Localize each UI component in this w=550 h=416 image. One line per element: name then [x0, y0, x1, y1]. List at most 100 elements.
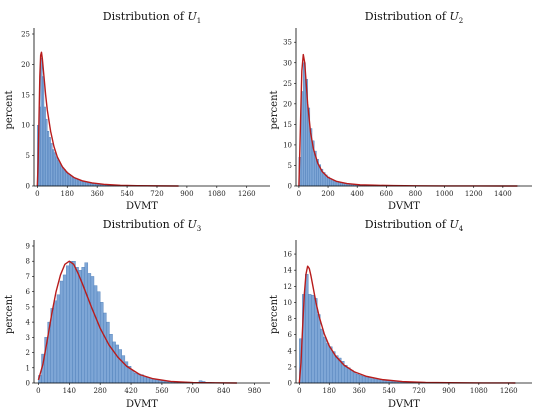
histogram-bar	[53, 300, 58, 384]
histogram-bar	[75, 267, 79, 384]
histogram-bar	[320, 328, 324, 384]
x-tick-label: 560	[155, 387, 168, 395]
histogram-bar	[121, 355, 126, 384]
histogram-bar	[58, 162, 61, 187]
x-tick-label: 360	[90, 190, 103, 198]
x-axis-label: DVMT	[126, 399, 158, 410]
y-tick-label: 6	[288, 331, 293, 339]
histogram-bar	[63, 169, 66, 187]
x-tick-label: 420	[124, 387, 137, 395]
x-axis-label: DVMT	[388, 399, 420, 410]
y-tick-label: 6	[26, 288, 31, 296]
y-tick-label: 4	[26, 319, 31, 327]
histogram-bar	[87, 273, 92, 384]
density-curve	[36, 51, 179, 187]
y-tick-label: 0	[288, 183, 292, 191]
y-tick-label: 9	[26, 243, 30, 251]
chart-title-subscript: 3	[197, 225, 201, 233]
x-tick-label: 1200	[465, 190, 483, 198]
x-axis-label: DVMT	[388, 201, 420, 212]
histogram-bar	[308, 294, 312, 384]
histogram-bar	[358, 375, 363, 384]
x-tick-label: 0	[297, 190, 301, 198]
chart-title-subscript: 2	[459, 17, 463, 25]
y-tick-label: 0	[26, 380, 30, 388]
histogram-bar	[109, 334, 113, 384]
x-tick-label: 140	[63, 387, 76, 395]
histogram-bar	[81, 181, 85, 187]
histogram-bar	[133, 372, 138, 384]
y-tick-label: 12	[283, 283, 292, 291]
chart-title-variable: U	[449, 10, 459, 23]
y-tick-label: 2	[288, 363, 292, 371]
histogram-bar	[311, 294, 315, 384]
histogram-bar	[86, 182, 90, 187]
histogram-bar	[62, 167, 65, 187]
histogram-bar	[373, 378, 378, 384]
y-tick-label: 0	[288, 380, 292, 388]
histogram-bar	[146, 377, 150, 384]
y-axis-label: percent	[4, 295, 15, 334]
x-tick-label: 900	[180, 190, 193, 198]
histogram-bar	[376, 379, 381, 384]
histogram-bar	[72, 176, 75, 187]
histogram-bar	[67, 173, 70, 187]
histogram-bar	[72, 261, 76, 384]
histogram-bar	[77, 179, 80, 187]
chart-title-subscript: 1	[197, 17, 201, 25]
y-tick-label: 14	[283, 267, 292, 275]
y-tick-label: 35	[283, 39, 292, 47]
histogram-bar	[42, 76, 45, 187]
histogram-bar	[88, 182, 91, 187]
x-tick-label: 600	[380, 190, 393, 198]
y-tick-label: 8	[26, 258, 30, 266]
chart-title-variable: U	[449, 218, 459, 231]
histogram-bar	[56, 294, 61, 384]
x-tick-label: 1080	[470, 387, 488, 395]
x-tick-label: 200	[321, 190, 334, 198]
y-tick-label: 7	[26, 273, 30, 281]
x-tick-label: 1260	[238, 190, 256, 198]
histogram-bar	[367, 377, 372, 384]
histogram-bar	[83, 181, 86, 187]
y-tick-label: 5	[26, 303, 30, 311]
x-tick-label: 1260	[500, 387, 518, 395]
histogram-bar	[48, 137, 51, 187]
histogram-bar	[99, 302, 104, 384]
histogram-bar	[155, 379, 160, 384]
histogram-bar	[326, 343, 330, 384]
chart-title-text: Distribution of	[365, 218, 450, 231]
chart-title: Distribution of U1	[103, 10, 201, 25]
histogram-bar	[52, 149, 55, 187]
y-tick-label: 1	[26, 364, 30, 372]
chart-title-text: Distribution of	[103, 10, 188, 23]
chart-title-text: Distribution of	[103, 218, 188, 231]
histogram-bar	[130, 370, 135, 384]
histogram-bar	[85, 182, 88, 187]
y-tick-label: 30	[283, 59, 292, 67]
histogram-bar	[143, 376, 147, 384]
x-tick-label: 1080	[208, 190, 226, 198]
histogram-bar	[323, 336, 327, 384]
y-tick-label: 5	[26, 152, 30, 160]
histogram-bar	[349, 369, 354, 384]
histogram-bar	[62, 274, 67, 384]
x-tick-label: 400	[350, 190, 363, 198]
density-curve	[298, 265, 516, 384]
histogram-bar	[65, 265, 70, 384]
histogram-bar	[118, 349, 122, 384]
x-tick-label: 0	[35, 190, 39, 198]
histogram-bar	[78, 270, 82, 384]
histogram-bar	[55, 156, 58, 187]
histogram-bar	[329, 178, 332, 187]
histogram-bar	[112, 341, 116, 384]
x-tick-label: 800	[409, 190, 422, 198]
x-tick-label: 720	[150, 190, 163, 198]
histogram-bar	[346, 367, 351, 384]
histogram-bar	[45, 118, 48, 187]
y-tick-label: 16	[283, 251, 292, 259]
x-tick-label: 980	[248, 387, 261, 395]
x-tick-label: 180	[323, 387, 336, 395]
